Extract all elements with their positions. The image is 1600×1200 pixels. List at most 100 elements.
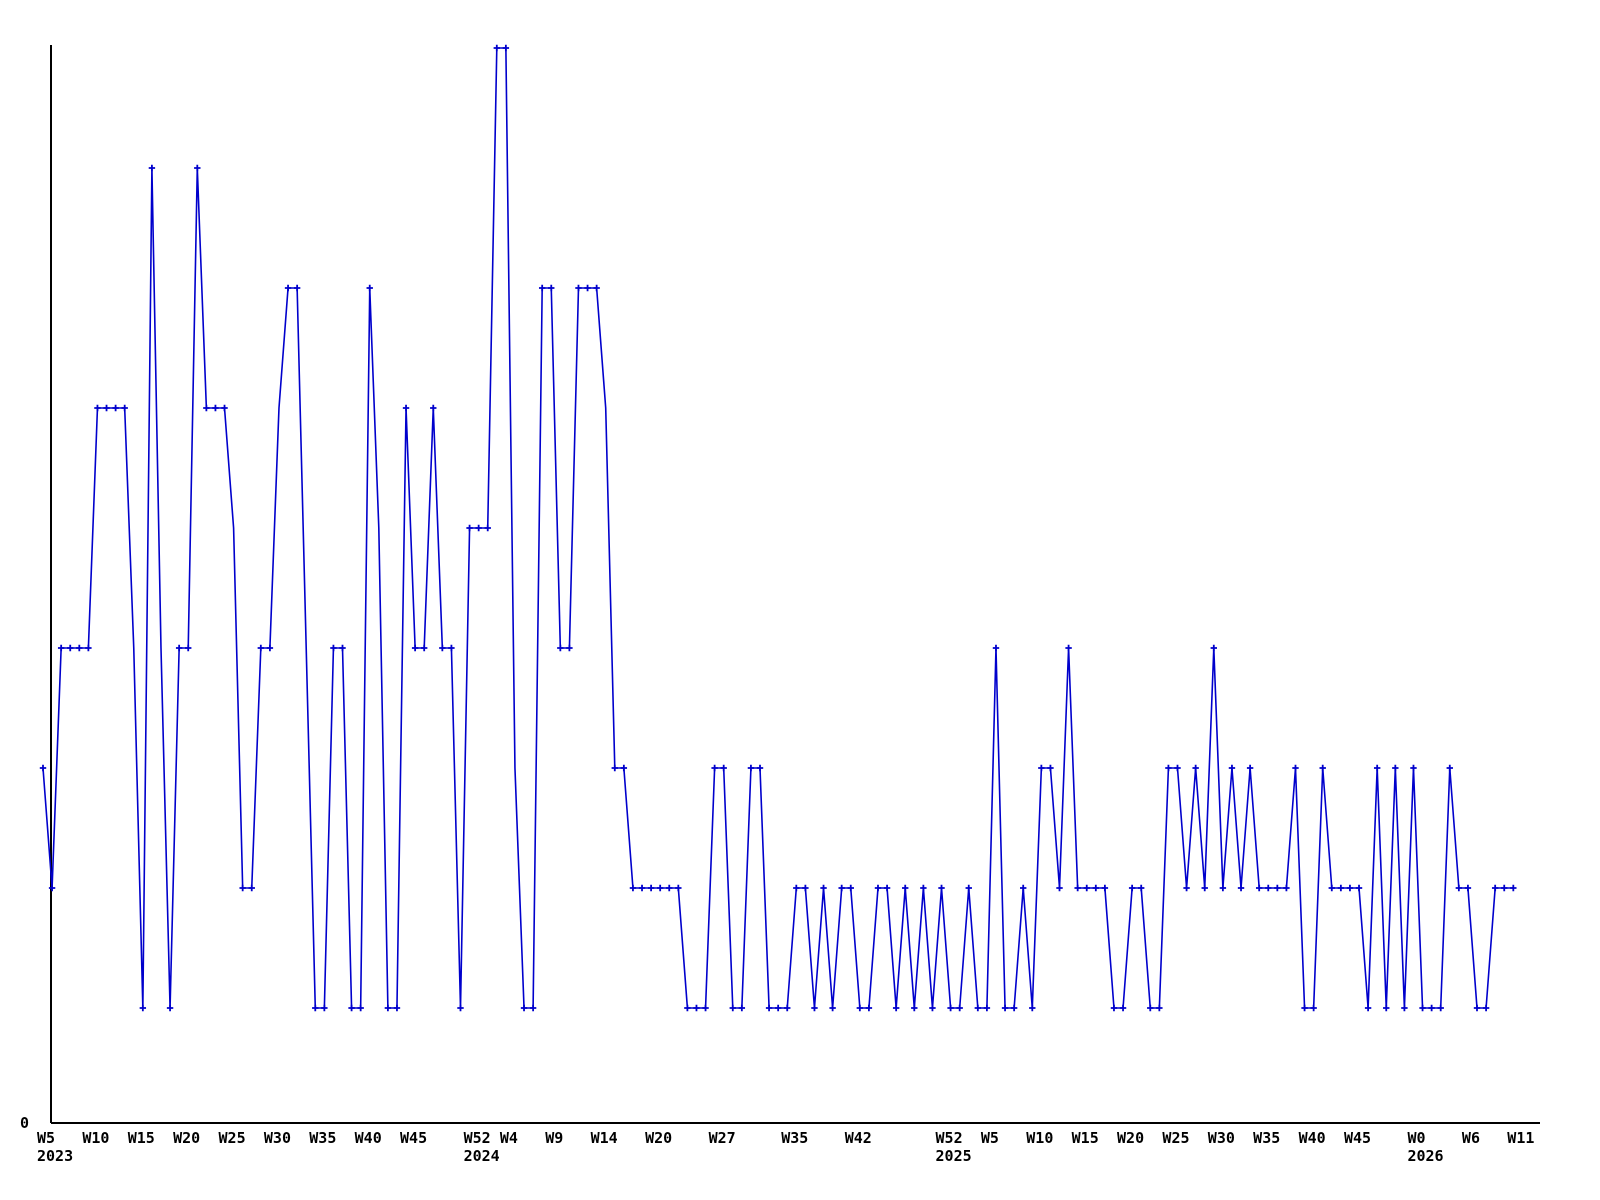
data-point-marker <box>112 404 119 412</box>
data-point-marker <box>1237 884 1245 892</box>
data-point-marker <box>693 1004 700 1012</box>
data-point-marker <box>466 524 473 532</box>
data-point-marker <box>185 644 192 652</box>
data-point-marker <box>865 1004 873 1012</box>
data-point-marker <box>784 1004 791 1012</box>
data-point-marker <box>1156 1004 1163 1012</box>
data-point-marker <box>348 1004 355 1012</box>
data-point-marker <box>1219 884 1227 892</box>
x-tick-label: W6 <box>1461 1129 1480 1147</box>
data-point-marker <box>620 764 628 772</box>
data-point-marker <box>974 1004 982 1012</box>
data-point-marker <box>656 884 664 892</box>
data-point-marker <box>493 44 500 52</box>
x-tick-label: W0 <box>1407 1129 1426 1147</box>
x-tick-label: W35 <box>309 1129 337 1147</box>
data-point-marker <box>802 884 809 892</box>
data-point-marker <box>911 1004 918 1012</box>
data-point-marker <box>1147 1004 1154 1012</box>
x-tick-label: W30 <box>1207 1129 1235 1147</box>
data-series-line <box>42 47 1514 1009</box>
data-point-marker <box>902 884 909 892</box>
data-point-marker <box>1001 1004 1009 1012</box>
data-point-marker <box>747 764 755 772</box>
x-tick-label: W42 <box>844 1129 872 1147</box>
data-point-marker <box>538 284 546 292</box>
data-point-marker <box>166 1004 174 1012</box>
data-point-marker <box>1110 1004 1118 1012</box>
x-tick-label: W35 <box>781 1129 809 1147</box>
data-point-marker <box>638 884 646 892</box>
data-point-marker <box>384 1004 392 1012</box>
data-point-marker <box>1038 764 1045 772</box>
x-tick-label: W27 <box>708 1129 736 1147</box>
data-point-marker <box>1138 884 1145 892</box>
data-point-marker <box>411 644 419 652</box>
data-point-marker <box>67 644 74 652</box>
data-point-marker <box>847 884 854 892</box>
data-point-marker <box>266 644 274 652</box>
data-point-marker <box>892 1004 900 1012</box>
data-point-marker <box>48 884 56 892</box>
data-point-marker <box>1292 764 1299 772</box>
data-point-marker <box>1473 1004 1481 1012</box>
data-point-marker <box>611 764 618 772</box>
data-point-marker <box>430 404 437 412</box>
data-point-marker <box>1510 884 1517 892</box>
x-axis-year-label: 2025 <box>935 1147 972 1165</box>
data-point-marker <box>402 404 410 412</box>
data-point-marker <box>1364 1004 1372 1012</box>
data-point-marker <box>439 644 446 652</box>
x-axis-year-label: 2026 <box>1407 1147 1444 1165</box>
data-point-marker <box>1401 1004 1408 1012</box>
axes <box>50 45 1540 1124</box>
data-point-marker <box>312 1004 319 1012</box>
data-point-marker <box>1165 764 1172 772</box>
data-point-marker <box>1201 884 1208 892</box>
data-point-marker <box>738 1004 746 1012</box>
x-tick-label: W14 <box>590 1129 618 1147</box>
data-point-marker <box>666 884 673 892</box>
data-point-marker <box>330 644 337 652</box>
data-point-marker <box>1119 1004 1127 1012</box>
data-point-marker <box>293 284 301 292</box>
data-point-marker <box>593 284 600 292</box>
data-point-marker <box>420 644 428 652</box>
x-tick-label: W35 <box>1253 1129 1281 1147</box>
x-tick-label: W15 <box>1071 1129 1099 1147</box>
x-tick-label: W9 <box>545 1129 564 1147</box>
x-tick-label: W4 <box>499 1129 518 1147</box>
data-point-marker <box>248 884 255 892</box>
data-point-marker <box>1228 764 1236 772</box>
data-point-marker <box>711 764 718 772</box>
x-axis-year-label: 2024 <box>463 1147 500 1165</box>
data-point-marker <box>57 644 65 652</box>
data-point-marker <box>475 524 482 532</box>
data-point-marker <box>1446 764 1453 772</box>
data-point-marker <box>1047 764 1054 772</box>
data-point-marker <box>1464 884 1472 892</box>
data-point-marker <box>1056 884 1063 892</box>
data-point-marker <box>1319 764 1326 772</box>
data-point-marker <box>1092 884 1100 892</box>
data-point-marker <box>94 404 101 412</box>
data-point-marker <box>938 884 945 892</box>
data-point-marker <box>675 884 682 892</box>
data-point-marker <box>1328 884 1335 892</box>
data-point-marker <box>284 284 292 292</box>
data-point-marker <box>1101 884 1109 892</box>
data-point-marker <box>484 524 491 532</box>
data-point-marker <box>1437 1004 1444 1012</box>
data-point-marker <box>1083 884 1090 892</box>
data-point-marker <box>1174 764 1181 772</box>
data-point-marker <box>1419 1004 1426 1012</box>
x-tick-label: W40 <box>1298 1129 1326 1147</box>
data-point-marker <box>575 284 582 292</box>
data-point-marker <box>629 884 637 892</box>
data-point-marker <box>992 644 1000 652</box>
x-tick-label: W45 <box>1343 1129 1372 1147</box>
data-point-marker <box>647 884 655 892</box>
data-point-marker <box>929 1004 936 1012</box>
data-point-marker <box>1310 1004 1317 1012</box>
